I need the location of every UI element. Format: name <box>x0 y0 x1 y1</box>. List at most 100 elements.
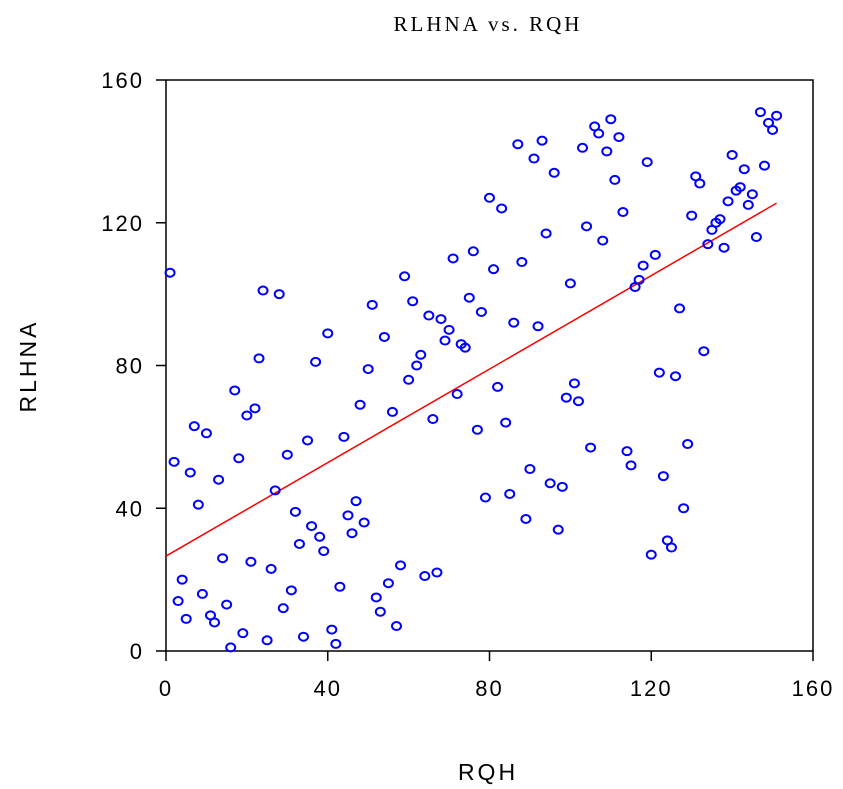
data-point <box>532 321 544 332</box>
x-axis-label: RQH <box>458 759 518 785</box>
chart-title: RLHNA vs. RQH <box>394 12 583 36</box>
data-point <box>285 585 297 596</box>
data-point <box>621 446 633 457</box>
data-point <box>657 471 669 482</box>
data-point <box>771 110 783 121</box>
data-point <box>180 613 192 624</box>
data-point <box>540 228 552 239</box>
data-point <box>520 513 532 524</box>
data-point <box>722 196 734 207</box>
data-point <box>568 378 580 389</box>
data-point <box>516 257 528 268</box>
data-point <box>670 371 682 382</box>
data-point <box>237 628 249 639</box>
data-point <box>544 478 556 489</box>
data-point <box>447 253 459 264</box>
data-point <box>176 574 188 585</box>
data-point <box>767 124 779 135</box>
data-point <box>221 599 233 610</box>
data-point <box>310 356 322 367</box>
data-point <box>192 499 204 510</box>
data-point <box>249 403 261 414</box>
data-point <box>560 392 572 403</box>
data-point <box>342 510 354 521</box>
data-point <box>504 488 516 499</box>
x-tick-label: 40 <box>314 676 342 701</box>
data-point <box>419 571 431 582</box>
data-point <box>322 328 334 339</box>
data-point <box>738 164 750 175</box>
data-point <box>217 553 229 564</box>
data-point <box>225 642 237 653</box>
data-point <box>633 274 645 285</box>
data-point <box>492 381 504 392</box>
data-point <box>366 299 378 310</box>
data-point <box>338 431 350 442</box>
data-point <box>617 207 629 218</box>
data-point <box>484 192 495 203</box>
data-point <box>536 135 548 146</box>
data-point <box>694 178 706 189</box>
data-point <box>734 182 746 193</box>
data-point <box>463 292 475 303</box>
data-point <box>330 638 342 649</box>
x-tick-label: 120 <box>630 676 673 701</box>
data-point <box>524 463 536 474</box>
data-point <box>411 360 423 371</box>
data-point <box>613 132 625 143</box>
data-point <box>346 528 358 539</box>
data-point <box>427 414 439 425</box>
data-point <box>702 239 714 250</box>
data-point <box>726 149 738 160</box>
data-point <box>184 467 196 478</box>
data-point <box>277 603 289 614</box>
data-point <box>500 417 512 428</box>
x-tick-label: 0 <box>159 676 173 701</box>
data-point <box>229 385 241 396</box>
data-point <box>653 367 665 378</box>
data-point <box>649 249 661 260</box>
data-point <box>265 563 277 574</box>
data-point <box>188 421 200 432</box>
data-point <box>581 221 593 232</box>
data-point <box>439 335 451 346</box>
data-point <box>382 578 394 589</box>
data-point <box>370 592 382 603</box>
data-points <box>164 107 783 653</box>
data-point <box>318 546 330 557</box>
data-point <box>281 449 293 460</box>
data-point <box>168 456 180 467</box>
data-point <box>593 128 605 139</box>
data-point <box>512 139 524 150</box>
data-point <box>395 560 407 571</box>
data-point <box>374 606 386 617</box>
data-point <box>213 474 225 485</box>
data-point <box>378 331 390 342</box>
y-tick-label: 40 <box>116 496 144 521</box>
data-point <box>665 542 677 553</box>
data-point <box>585 442 597 453</box>
data-point <box>297 631 309 642</box>
data-point <box>750 232 762 243</box>
data-point <box>443 324 455 335</box>
data-point <box>354 399 366 410</box>
data-point <box>293 538 305 549</box>
data-point <box>609 174 621 185</box>
y-tick-label: 120 <box>101 211 144 236</box>
data-point <box>682 439 694 450</box>
data-point <box>269 485 281 496</box>
data-point <box>698 346 710 357</box>
data-point <box>459 342 471 353</box>
x-tick-label: 160 <box>792 676 835 701</box>
data-point <box>605 114 617 125</box>
fit-line-group <box>165 202 777 557</box>
data-point <box>415 349 427 360</box>
data-point <box>597 235 609 246</box>
data-point <box>403 374 415 385</box>
data-point <box>358 517 370 528</box>
data-point <box>257 285 269 296</box>
data-point <box>314 531 326 542</box>
x-tick-label: 80 <box>475 676 503 701</box>
data-point <box>423 310 435 321</box>
